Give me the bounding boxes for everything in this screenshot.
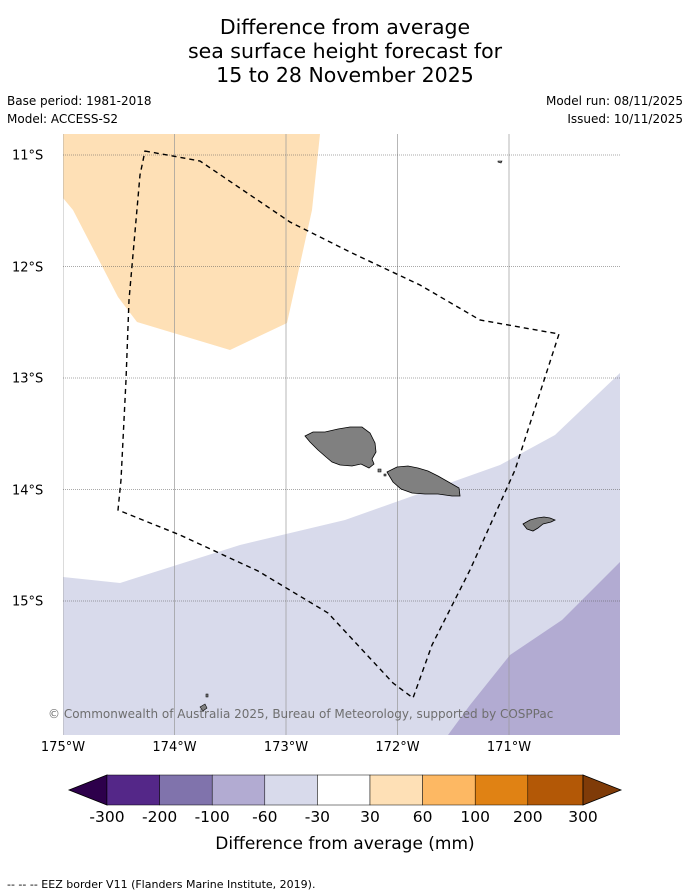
colorbar-bin-5 [317,774,371,806]
colorbar-bin-2 [159,774,213,806]
island-manono-apolima [377,468,387,477]
chart-title-line-3: 15 to 28 November 2025 [216,63,474,87]
eez-border [117,150,560,700]
lon-tick-172w: 172°W [375,740,420,755]
chart-title-line-2: sea surface height forecast for [187,39,503,63]
lat-tick-12s: 12°S [12,260,44,275]
model-text: Model: ACCESS-S2 [7,112,119,126]
anomaly-region-neg100-neg60 [448,562,620,735]
colorbar-title: Difference from average (mm) [215,834,475,854]
eez-footnote: -- -- -- EEZ border V11 (Flanders Marine… [7,878,316,891]
colorbar-bin-3 [211,774,266,806]
colorbar-label-neg60: -60 [252,808,278,826]
island-tutuila [522,516,556,532]
lon-tick-171w: 171°W [486,740,532,755]
colorbar-bin-4 [264,774,318,806]
colorbar-label-100: 100 [460,808,490,826]
colorbar-label-200: 200 [513,808,543,826]
colorbar-bin-1 [106,774,160,806]
colorbar-over-triangle [582,774,623,806]
colorbar-bin-8 [474,774,529,806]
colorbar-bin-7 [422,774,476,806]
colorbar-under-triangle [67,774,108,806]
colorbar-bin-9 [527,774,584,806]
base-period-text: Base period: 1981-2018 [7,94,152,108]
lon-tick-173w: 173°W [263,740,309,755]
latitude-gridlines [63,154,620,602]
colorbar-label-300: 300 [568,808,598,826]
lat-tick-11s: 11°S [12,148,44,164]
model-run-text: Model run: 08/11/2025 [545,94,683,108]
colorbar-label-neg30: -30 [304,808,331,826]
lon-tick-175w: 175°W [40,740,86,755]
lat-tick-14s: 14°S [12,483,44,498]
anomaly-region-neg60-neg30 [63,373,620,735]
island-savaii [304,426,377,469]
colorbar-bin-6 [369,774,423,806]
colorbar [67,774,623,806]
colorbar-label-neg200: -200 [142,808,178,826]
lat-tick-13s: 13°S [12,371,44,387]
anomaly-region-30-60 [63,134,320,350]
chart-title-line-1: Difference from average [219,15,471,39]
colorbar-label-30: 30 [360,808,380,826]
colorbar-label-neg300: -300 [89,808,125,826]
longitude-gridlines [63,134,510,735]
issued-text: Issued: 10/11/2025 [567,112,683,126]
colorbar-label-neg100: -100 [194,808,230,826]
lat-tick-15s: 15°S [12,594,44,610]
copyright-notice: © Commonwealth of Australia 2025, Bureau… [48,707,554,721]
lon-tick-174w: 174°W [152,740,197,755]
island-swains [497,160,503,164]
island-niuafoou [199,693,209,712]
island-upolu [386,465,461,497]
colorbar-label-60: 60 [412,808,433,826]
